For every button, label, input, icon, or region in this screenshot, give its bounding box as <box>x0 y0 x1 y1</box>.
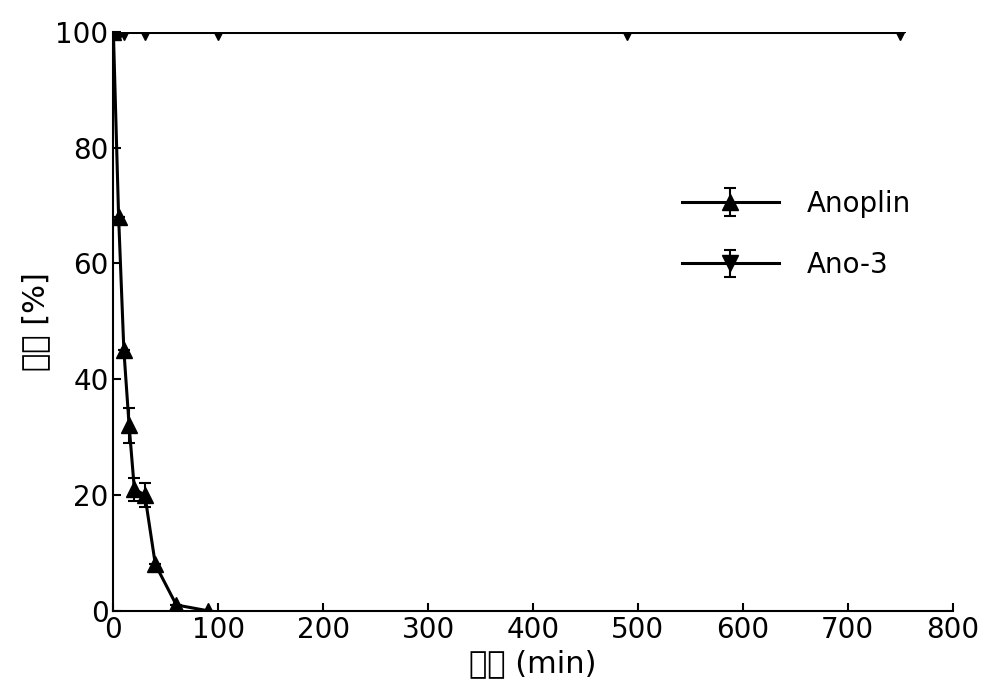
Legend: Anoplin, Ano-3: Anoplin, Ano-3 <box>670 179 922 290</box>
Y-axis label: 多肽 [%]: 多肽 [%] <box>21 272 50 370</box>
X-axis label: 时间 (min): 时间 (min) <box>469 649 597 678</box>
